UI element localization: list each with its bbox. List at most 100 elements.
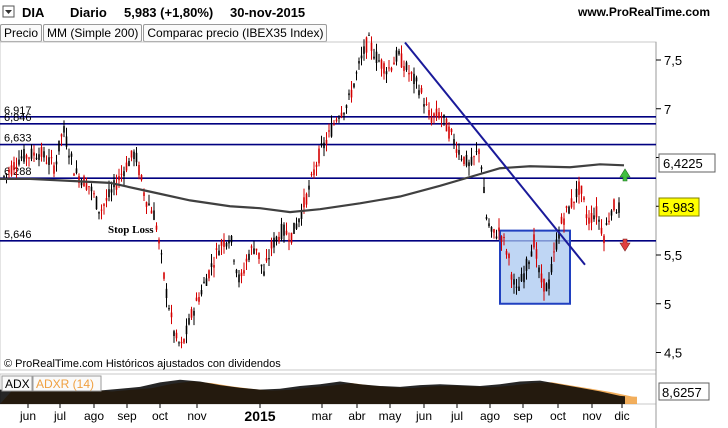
x-tick-label: abr	[348, 409, 365, 423]
candle-body	[533, 234, 535, 248]
candle-body	[20, 156, 23, 159]
candle-body	[88, 186, 90, 188]
candle-body	[498, 227, 500, 232]
candle-body	[390, 67, 393, 71]
candle-body	[488, 223, 490, 227]
candle-body	[110, 189, 113, 193]
period-label: Diario	[70, 5, 107, 20]
candle-body	[518, 286, 520, 291]
candle-body	[73, 173, 75, 176]
candle-body	[443, 114, 445, 118]
candle-body	[243, 270, 245, 274]
candle-body	[450, 129, 453, 133]
dropdown-square-icon[interactable]	[2, 5, 16, 20]
candle-body	[508, 253, 510, 259]
adx-histogram	[0, 379, 637, 404]
candle-body	[455, 149, 458, 153]
candle-body	[308, 185, 310, 190]
candle-body	[375, 51, 378, 64]
x-tick-label: jun	[415, 409, 432, 423]
candle-body	[168, 307, 170, 310]
candle-body	[140, 174, 143, 181]
candle-body	[153, 210, 155, 220]
y-tick-label: 7	[664, 102, 671, 117]
candle-body	[613, 199, 615, 211]
candle-body	[210, 263, 213, 268]
candle-body	[340, 112, 343, 117]
site-label: www.ProRealTime.com	[578, 5, 711, 19]
candle-body	[548, 279, 550, 289]
candle-body	[538, 267, 540, 273]
candle-body	[133, 151, 135, 160]
candle-body	[433, 113, 435, 116]
last-price-change: 5,983 (+1,80%)	[124, 5, 214, 20]
candle-body	[530, 251, 533, 257]
candle-body	[25, 155, 28, 159]
tab-adx[interactable]	[1, 375, 33, 392]
candle-body	[280, 223, 283, 240]
last-price-value: 5,983	[662, 200, 695, 215]
tab-adxr[interactable]	[32, 375, 102, 392]
candle-body	[293, 222, 295, 234]
candle-body	[608, 220, 610, 223]
candle-body	[578, 181, 580, 195]
candle-body	[43, 151, 45, 158]
candle-body	[128, 160, 130, 167]
level-label: 6,633	[4, 133, 32, 145]
candle-body	[323, 142, 325, 149]
candle-body	[145, 202, 148, 207]
candle-body	[183, 339, 185, 343]
x-tick-label: oct	[550, 409, 567, 423]
candle-body	[345, 105, 348, 109]
candle-body	[248, 253, 250, 260]
candle-body	[135, 152, 138, 163]
y-tick-label: 5,5	[664, 248, 682, 263]
candle-body	[240, 272, 243, 277]
candle-body	[58, 140, 60, 152]
candle-body	[513, 279, 515, 285]
consolidation-box	[499, 229, 571, 305]
candle-body	[338, 117, 340, 119]
candle-body	[233, 260, 235, 262]
candle-body	[178, 342, 180, 344]
candle-body	[480, 167, 483, 170]
candle-body	[55, 161, 58, 165]
candle-body	[410, 72, 413, 74]
candle-body	[318, 148, 320, 164]
candle-body	[465, 154, 468, 166]
candle-body	[395, 50, 398, 62]
candle-body	[285, 230, 288, 235]
tab-compare[interactable]: Comparac precio (IBEX35 Index)	[143, 24, 328, 42]
candle-body	[430, 116, 433, 123]
candle-body	[423, 104, 425, 107]
candle-body	[560, 216, 563, 224]
candle-body	[260, 264, 263, 267]
candle-body	[495, 236, 498, 239]
candle-body	[195, 297, 198, 301]
candle-body	[448, 126, 450, 139]
candle-body	[120, 173, 123, 175]
arrow-down-icon	[619, 238, 631, 252]
candle-body	[273, 237, 275, 248]
candle-body	[205, 278, 208, 286]
candle-body	[118, 176, 120, 181]
candle-body	[185, 325, 188, 335]
x-tick-label: nov	[582, 409, 601, 423]
candle-body	[330, 124, 333, 137]
x-tick-label: mar	[312, 409, 333, 423]
candle-body	[13, 162, 15, 171]
y-tick-label: 4,5	[664, 346, 682, 361]
candle-body	[105, 198, 108, 201]
candle-body	[60, 134, 63, 137]
candle-body	[580, 185, 583, 194]
candle-body	[80, 180, 83, 186]
candle-body	[265, 258, 268, 261]
candle-body	[550, 263, 553, 273]
candle-body	[75, 168, 78, 174]
candle-body	[440, 116, 443, 118]
candle-body	[348, 93, 350, 96]
candle-body	[500, 236, 503, 242]
ma-value: 6,4225	[663, 156, 703, 171]
candle-body	[295, 223, 298, 229]
